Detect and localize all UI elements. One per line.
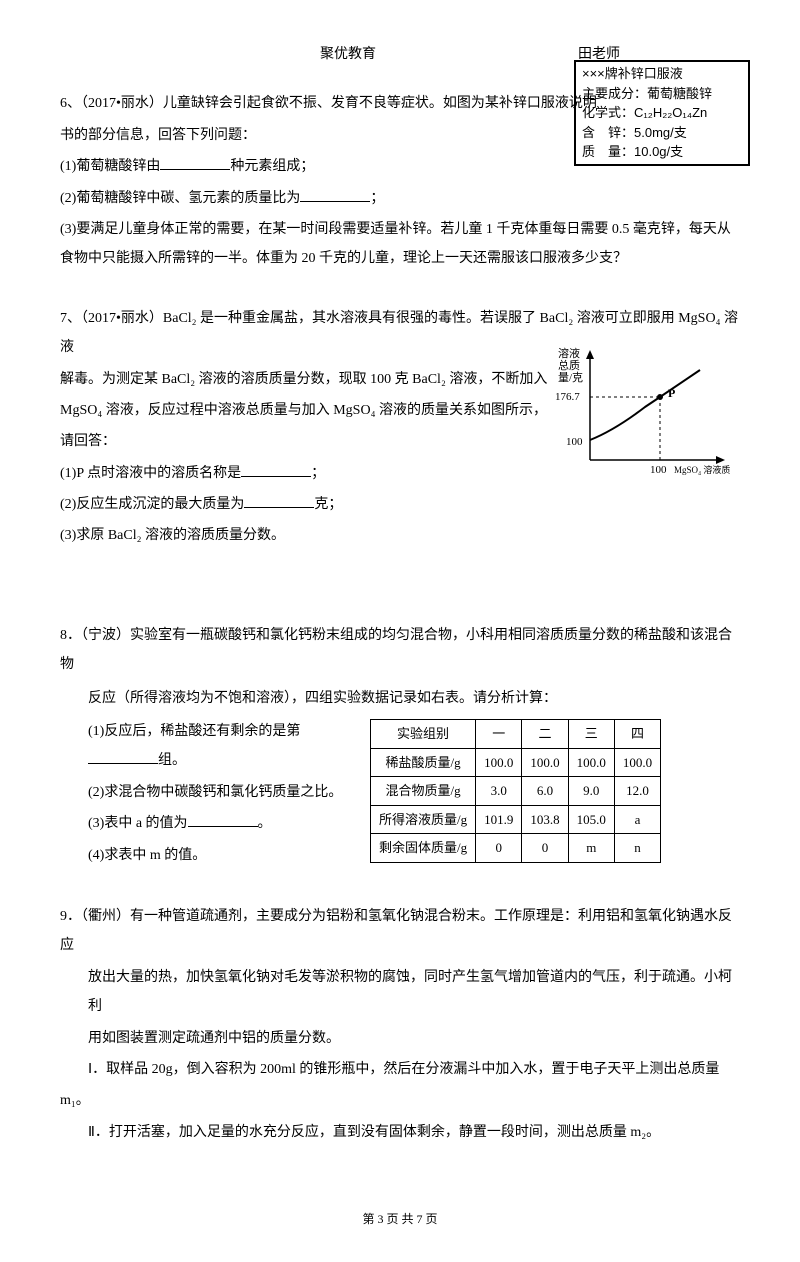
graph-ylabel1: 溶液 — [558, 346, 580, 360]
graph-xlabel: MgSO₄ 溶液质量/克 — [674, 464, 730, 475]
th-0: 实验组别 — [371, 720, 476, 749]
q9-p1: 9．（衢州）有一种管道疏通剂，主要成分为铝粉和氢氧化钠混合粉末。工作原理是：利用… — [60, 902, 740, 961]
q8-s4: (4)求表中 m 的值。 — [60, 841, 360, 870]
q6-1a: (1)葡萄糖酸锌由 — [60, 159, 160, 174]
graph-ylabel3: 量/克 — [558, 371, 583, 384]
infobox-line5: 质 量：10.0g/支 — [582, 142, 742, 162]
q7-s2a: (2)反应生成沉淀的最大质量为 — [60, 497, 244, 512]
infobox-line1: ×××牌补锌口服液 — [582, 64, 742, 84]
blank-q7-1[interactable] — [241, 462, 311, 477]
blank-q6-1[interactable] — [160, 155, 230, 170]
q8-s1a: (1)反应后，稀盐酸还有剩余的是第 — [88, 724, 300, 739]
q6-2b: ； — [370, 191, 384, 206]
infobox-line4: 含 锌：5.0mg/支 — [582, 123, 742, 143]
q8-s3a: (3)表中 a 的值为 — [88, 816, 188, 831]
q8-s3b: 。 — [258, 816, 272, 831]
table-header-row: 实验组别 一 二 三 四 — [371, 720, 661, 749]
blank-q7-2[interactable] — [244, 493, 314, 508]
graph-ytick1: 176.7 — [555, 391, 580, 403]
th-2: 二 — [522, 720, 568, 749]
blank-q8-3[interactable] — [188, 812, 258, 827]
q7-s1a: (1)P 点时溶液中的溶质名称是 — [60, 466, 241, 481]
page-footer: 第 3 页 共 7 页 — [60, 1207, 740, 1232]
q8-s1b: 组。 — [158, 753, 186, 768]
q8-p2: 反应（所得溶液均为不饱和溶液），四组实验数据记录如右表。请分析计算： — [60, 684, 740, 713]
graph-point-p: P — [668, 386, 675, 400]
q8-p1: 8．（宁波）实验室有一瓶碳酸钙和氯化钙粉末组成的均匀混合物，小科用相同溶质质量分… — [60, 621, 740, 680]
question-8: 8．（宁波）实验室有一瓶碳酸钙和氯化钙粉末组成的均匀混合物，小科用相同溶质质量分… — [60, 621, 740, 872]
blank-q6-2[interactable] — [300, 187, 370, 202]
zinc-info-box: ×××牌补锌口服液 主要成分：葡萄糖酸锌 化学式：C₁₂H₂₂O₁₄Zn 含 锌… — [574, 60, 750, 166]
table-row: 所得溶液质量/g 101.9 103.8 105.0 a — [371, 805, 661, 834]
q7-s3: (3)求原 BaCl₂ 溶液的溶质质量分数。 — [60, 521, 740, 550]
q6-2a: (2)葡萄糖酸锌中碳、氢元素的质量比为 — [60, 191, 300, 206]
graph-ytick0: 100 — [566, 436, 583, 448]
graph-ylabel2: 总质 — [558, 358, 580, 372]
th-3: 三 — [568, 720, 614, 749]
q9-s1a: Ⅰ．取样品 20g，倒入容积为 200ml 的锥形瓶中，然后在分液漏斗中加入水，… — [60, 1055, 740, 1084]
infobox-line3: 化学式：C₁₂H₂₂O₁₄Zn — [582, 103, 742, 123]
q8-table: 实验组别 一 二 三 四 稀盐酸质量/g 100.0 100.0 100.0 — [370, 719, 661, 863]
q7-s2b: 克； — [314, 497, 342, 512]
q9-p3: 用如图装置测定疏通剂中铝的质量分数。 — [60, 1024, 740, 1053]
table-row: 混合物质量/g 3.0 6.0 9.0 12.0 — [371, 777, 661, 806]
header-left: 聚优教育 — [320, 40, 376, 69]
q9-s1b: m₁。 — [60, 1086, 740, 1115]
q7-graph: 溶液 总质 量/克 176.7 100 P 100 MgSO₄ 溶液质量/克 — [550, 345, 730, 485]
q6-1b: 种元素组成； — [230, 159, 314, 174]
table-row: 稀盐酸质量/g 100.0 100.0 100.0 100.0 — [371, 748, 661, 777]
question-9: 9．（衢州）有一种管道疏通剂，主要成分为铝粉和氢氧化钠混合粉末。工作原理是：利用… — [60, 902, 740, 1147]
infobox-line2: 主要成分：葡萄糖酸锌 — [582, 84, 742, 104]
q8-s2: (2)求混合物中碳酸钙和氯化钙质量之比。 — [60, 778, 360, 807]
table-row: 剩余固体质量/g 0 0 m n — [371, 834, 661, 863]
q6-3: (3)要满足儿童身体正常的需要，在某一时间段需要适量补锌。若儿童 1 千克体重每… — [60, 215, 740, 274]
th-4: 四 — [614, 720, 660, 749]
graph-xtick: 100 — [650, 464, 667, 476]
th-1: 一 — [476, 720, 522, 749]
q9-s2: Ⅱ．打开活塞，加入足量的水充分反应，直到没有固体剩余，静置一段时间，测出总质量 … — [60, 1118, 740, 1147]
blank-q8-1[interactable] — [88, 749, 158, 764]
q9-p2: 放出大量的热，加快氢氧化钠对毛发等淤积物的腐蚀，同时产生氢气增加管道内的气压，利… — [60, 963, 740, 1022]
q7-s1b: ； — [311, 466, 325, 481]
